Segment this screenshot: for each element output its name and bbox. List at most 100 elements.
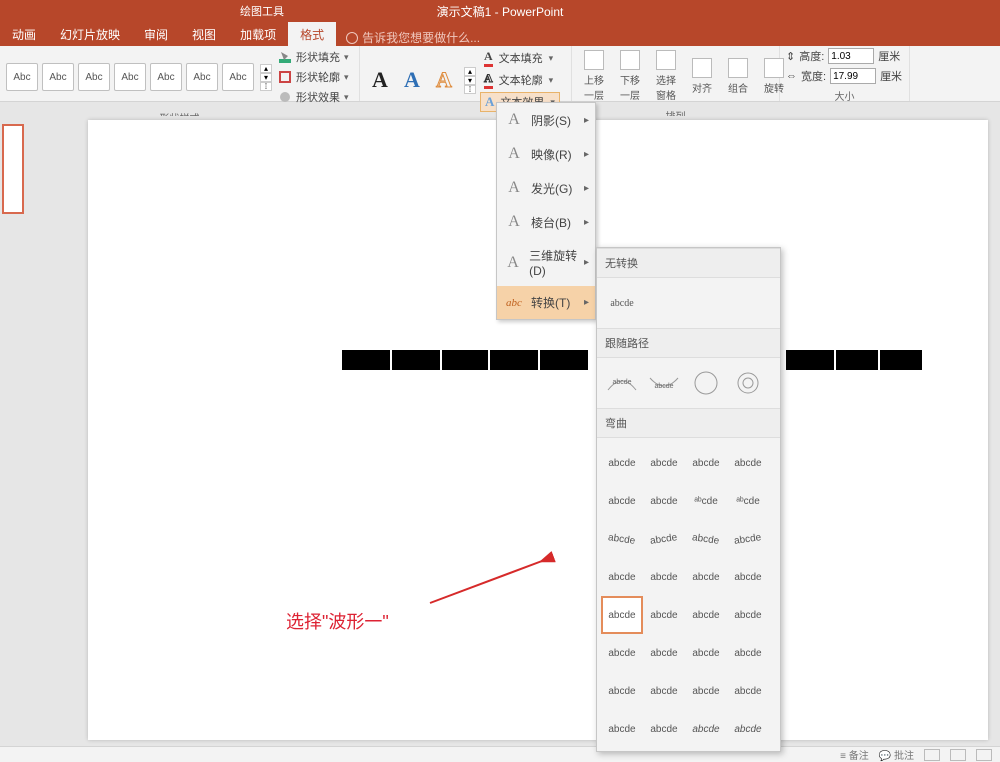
tell-me-search[interactable]: 告诉我您想要做什么... — [336, 29, 490, 46]
transform-warp-option[interactable]: abcde — [727, 672, 769, 710]
text-effects-menu-item[interactable]: A棱台(B)▸ — [497, 205, 595, 239]
transform-option-path[interactable] — [685, 364, 727, 402]
tab-addins[interactable]: 加载项 — [228, 22, 288, 46]
letter-a-icon: A — [505, 179, 523, 197]
slide-sorter-view-button[interactable] — [950, 749, 966, 761]
paint-bucket-icon — [278, 50, 292, 64]
transform-warp-option[interactable]: abcde — [643, 482, 685, 520]
shape-style-swatch[interactable]: Abc — [78, 63, 110, 91]
status-bar: ≡ 备注 💬 批注 — [0, 746, 1000, 762]
transform-warp-option[interactable]: abcde — [685, 558, 727, 596]
transform-warp-option[interactable]: abcde — [727, 634, 769, 672]
width-input[interactable] — [830, 68, 876, 84]
transform-warp-option[interactable]: abcde — [685, 634, 727, 672]
width-label: 宽度: — [801, 68, 826, 84]
normal-view-button[interactable] — [924, 749, 940, 761]
height-input[interactable] — [828, 48, 874, 64]
chevron-right-icon: ▸ — [584, 183, 589, 194]
shape-style-swatch[interactable]: Abc — [150, 63, 182, 91]
transform-warp-option[interactable]: abcde — [685, 596, 727, 634]
transform-warp-option[interactable]: abcde — [601, 748, 643, 752]
shape-outline-button[interactable]: 形状轮廓▾ — [276, 68, 351, 86]
text-effects-menu-item[interactable]: A阴影(S)▸ — [497, 103, 595, 137]
transform-warp-option[interactable]: abcde — [685, 672, 727, 710]
transform-warp-option[interactable]: abcde — [727, 596, 769, 634]
transform-warp-option[interactable]: abcde — [643, 748, 685, 752]
shape-fill-button[interactable]: 形状填充▾ — [276, 48, 351, 66]
reading-view-button[interactable] — [976, 749, 992, 761]
transform-warp-option[interactable]: abcde — [601, 482, 643, 520]
transform-option-path[interactable]: abcde — [643, 364, 685, 402]
send-backward-button[interactable]: 下移一层 — [614, 48, 646, 104]
height-unit: 厘米 — [878, 48, 900, 64]
transform-warp-option[interactable]: abcde — [727, 558, 769, 596]
transform-warp-option[interactable]: abcde — [601, 596, 643, 634]
transform-warp-option[interactable]: abcde — [685, 520, 727, 558]
transform-option-none[interactable]: abcde — [601, 284, 643, 322]
text-effects-menu-item[interactable]: A映像(R)▸ — [497, 137, 595, 171]
group-wordart-styles: A A A ▴ ▾ ⁞ A 文本填充▾ A 文本轮廓▾ A 文本效果▾ — [360, 46, 572, 101]
shape-style-swatch[interactable]: Abc — [186, 63, 218, 91]
bring-forward-button[interactable]: 上移一层 — [578, 48, 610, 104]
align-button[interactable]: 对齐 — [686, 56, 718, 97]
tab-review[interactable]: 审阅 — [132, 22, 180, 46]
text-outline-button[interactable]: A 文本轮廓▾ — [480, 70, 560, 90]
text-effects-menu: A阴影(S)▸A映像(R)▸A发光(G)▸A棱台(B)▸A三维旋转(D)▸abc… — [496, 102, 596, 320]
transform-warp-option[interactable]: abcde — [601, 444, 643, 482]
slide-thumbnail[interactable] — [2, 124, 24, 214]
text-effects-menu-item[interactable]: A三维旋转(D)▸ — [497, 239, 595, 286]
shape-style-swatch[interactable]: Abc — [222, 63, 254, 91]
transform-warp-option[interactable]: abcde — [685, 710, 727, 748]
transform-warp-option[interactable]: abcde — [643, 672, 685, 710]
tab-animations[interactable]: 动画 — [0, 22, 48, 46]
notes-button[interactable]: ≡ 备注 — [840, 747, 869, 762]
group-button[interactable]: 组合 — [722, 56, 754, 97]
transform-warp-option[interactable]: abcde — [727, 520, 769, 558]
transform-warp-option[interactable]: ᵃᵇcde — [727, 482, 769, 520]
tab-format[interactable]: 格式 — [288, 22, 336, 46]
transform-warp-option[interactable]: abcde — [601, 634, 643, 672]
wordart-preset[interactable]: A — [398, 66, 426, 94]
letter-a-icon: A — [505, 145, 523, 163]
transform-warp-option[interactable]: abcde — [685, 748, 727, 752]
transform-option-path[interactable] — [727, 364, 769, 402]
tab-slideshow[interactable]: 幻灯片放映 — [48, 22, 132, 46]
text-effects-menu-item[interactable]: abc转换(T)▸ — [497, 286, 595, 319]
height-row: ⇕ 高度: 厘米 — [786, 48, 900, 64]
text-outline-icon: A — [484, 71, 493, 89]
transform-warp-option[interactable]: abcde — [727, 748, 769, 752]
transform-warp-option[interactable]: abcde — [601, 558, 643, 596]
shape-style-swatch[interactable]: Abc — [6, 63, 38, 91]
text-fill-icon: A — [484, 49, 493, 67]
menu-item-label: 发光(G) — [531, 180, 572, 197]
transform-warp-option[interactable]: abcde — [643, 444, 685, 482]
wordart-gallery-more[interactable]: ▴ ▾ ⁞ — [464, 67, 476, 94]
tab-view[interactable]: 视图 — [180, 22, 228, 46]
transform-warp-option[interactable]: abcde — [727, 444, 769, 482]
transform-warp-option[interactable]: ᵃᵇcde — [685, 482, 727, 520]
wordart-preset[interactable]: A — [366, 66, 394, 94]
text-effects-menu-item[interactable]: A 发光(G) ▸ — [497, 171, 595, 205]
selection-pane-button[interactable]: 选择窗格 — [650, 48, 682, 104]
transform-warp-option[interactable]: abcde — [727, 710, 769, 748]
transform-warp-option[interactable]: abcde — [685, 444, 727, 482]
menu-item-label: 转换(T) — [531, 294, 570, 311]
shape-style-gallery-more[interactable]: ▴ ▾ ⁞ — [260, 64, 272, 91]
gallery-section-none: 无转换 — [597, 248, 780, 278]
transform-warp-option[interactable]: abcde — [643, 520, 685, 558]
transform-warp-option[interactable]: abcde — [601, 520, 643, 558]
text-fill-button[interactable]: A 文本填充▾ — [480, 48, 560, 68]
comments-button[interactable]: 💬 批注 — [879, 747, 914, 762]
shape-effects-button[interactable]: 形状效果▾ — [276, 88, 351, 106]
transform-warp-option[interactable]: abcde — [601, 672, 643, 710]
shape-style-swatch[interactable]: Abc — [114, 63, 146, 91]
transform-warp-option[interactable]: abcde — [601, 710, 643, 748]
gallery-section-follow-path: 跟随路径 — [597, 328, 780, 358]
shape-style-swatch[interactable]: Abc — [42, 63, 74, 91]
transform-warp-option[interactable]: abcde — [643, 596, 685, 634]
wordart-preset[interactable]: A — [430, 66, 458, 94]
transform-warp-option[interactable]: abcde — [643, 710, 685, 748]
transform-warp-option[interactable]: abcde — [643, 634, 685, 672]
transform-warp-option[interactable]: abcde — [643, 558, 685, 596]
transform-option-path[interactable]: abcde — [601, 364, 643, 402]
